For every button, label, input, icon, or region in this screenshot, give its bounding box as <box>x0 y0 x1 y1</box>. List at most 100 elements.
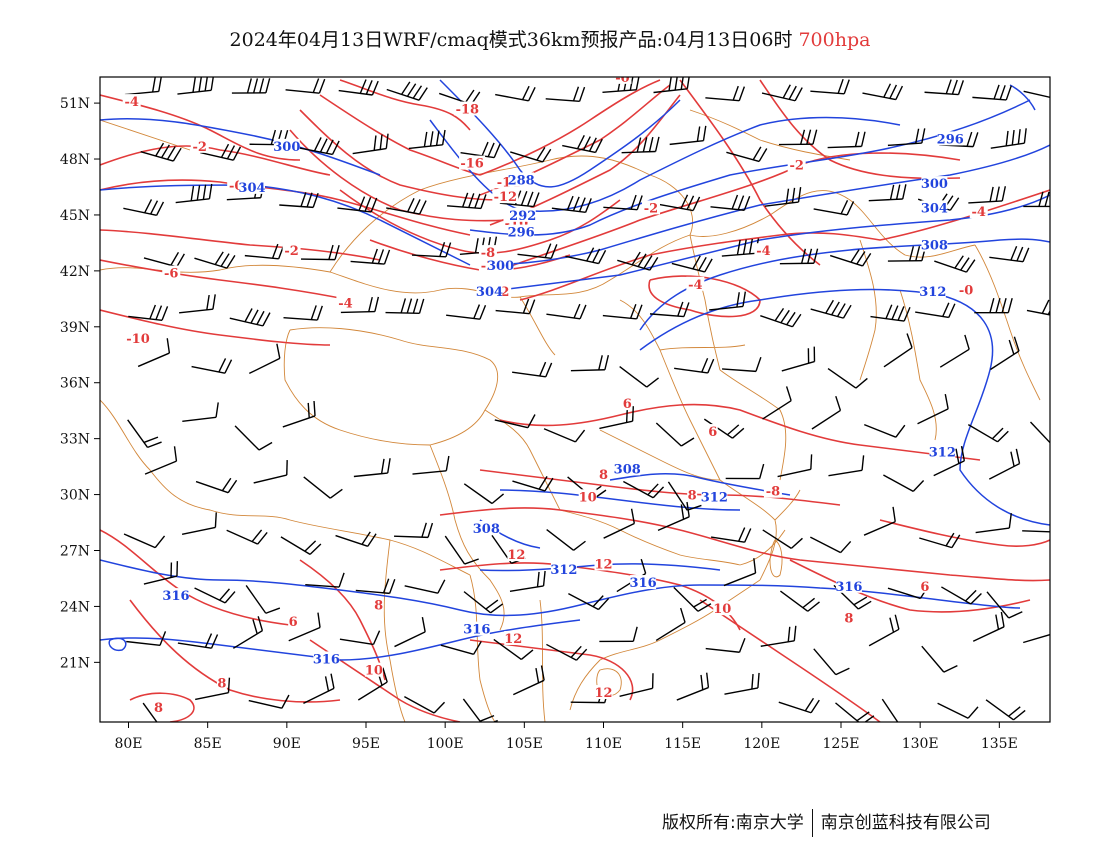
geopotential-contour-label: 308 <box>614 462 641 477</box>
wind-barb <box>394 617 426 648</box>
wind-barb <box>565 247 607 265</box>
geo-contour-288 <box>439 79 681 188</box>
lat-tick-label: 48N <box>60 152 90 168</box>
geopotential-contour-label: 300 <box>487 259 514 274</box>
wind-barb <box>339 630 381 646</box>
contour-label-bg <box>313 651 340 666</box>
temp-contour-8e <box>299 559 386 681</box>
contour-label-bg <box>594 556 613 571</box>
wind-barb <box>446 304 487 320</box>
temperature-contour-label: 8 <box>844 611 853 626</box>
contour-label-bg <box>163 588 189 603</box>
wind-barb <box>179 294 216 314</box>
wind-barb <box>868 184 907 202</box>
wind-barbs <box>123 77 1050 722</box>
temperature-contour-label: -2 <box>789 158 803 173</box>
geopotential-contour-label: 304 <box>476 285 503 300</box>
geopotential-contour-label: 316 <box>630 576 657 591</box>
wind-barb <box>762 529 803 549</box>
temperature-contour-label: 8 <box>374 598 383 613</box>
wind-barb <box>182 402 219 422</box>
geopotential-contour-label: 312 <box>929 446 956 461</box>
temp-contour-n2b <box>100 229 381 261</box>
contour-label-bg <box>630 575 657 590</box>
wind-barb <box>780 590 820 612</box>
wind-barb <box>194 587 236 604</box>
wind-barb <box>705 638 746 653</box>
wind-barb <box>229 308 271 327</box>
wind-barb <box>144 446 178 475</box>
contour-label-bg <box>843 610 854 625</box>
wind-barb <box>669 125 707 146</box>
wind-barb <box>279 192 319 209</box>
contour-label-bg <box>787 157 806 172</box>
wind-barb <box>546 303 587 320</box>
geopotential-contour-label: 296 <box>508 226 535 241</box>
latitude-axis: 51N 48N 45N 42N 39N 36N 33N 30N 27N 24N 21N <box>60 96 100 671</box>
wind-barb <box>917 394 949 425</box>
wind-barb <box>570 355 610 372</box>
wind-barb <box>988 448 1021 480</box>
wind-barb <box>778 697 820 714</box>
wind-barb <box>863 506 896 536</box>
wind-barb <box>143 561 179 585</box>
wind-barb <box>722 356 762 373</box>
wind-barb <box>137 338 171 368</box>
wind-barb <box>778 129 818 146</box>
lat-tick-label: 27N <box>60 543 90 559</box>
contour-label-bg <box>835 578 862 593</box>
wind-barb <box>828 455 865 477</box>
wind-barb <box>495 85 536 102</box>
geopotential-contour-label: 288 <box>508 173 535 188</box>
wind-barb <box>231 78 271 94</box>
wind-barb <box>671 255 713 273</box>
wind-barb <box>499 190 540 208</box>
wind-barb <box>340 296 380 314</box>
geopotential-contour-label: 304 <box>238 181 265 196</box>
wind-barb <box>127 419 162 449</box>
wind-barb <box>194 251 236 269</box>
geopotential-contour-label: 304 <box>921 201 948 216</box>
contour-label-bg <box>707 424 718 439</box>
contour-label-bg <box>598 466 609 481</box>
temperature-contour-label: 8 <box>599 468 608 483</box>
wind-barb <box>140 142 182 162</box>
wind-barb <box>864 424 906 438</box>
temp-contour-10 <box>439 507 1050 582</box>
contour-label-bg <box>921 237 948 252</box>
lat-tick-label: 33N <box>60 432 90 448</box>
wind-barb <box>494 414 536 429</box>
wind-barb <box>444 535 479 565</box>
wind-barb <box>245 585 281 614</box>
wind-barb <box>883 474 925 492</box>
chart-title: 2024年04月13日WRF/cmaq模式36km预报产品:04月13日06时 7… <box>0 25 1100 52</box>
wind-barb <box>337 196 378 213</box>
geopotential-contour-label: 316 <box>313 652 340 667</box>
wind-barb <box>810 78 850 95</box>
temperature-contour-label: 10 <box>713 602 731 617</box>
geopotential-contour-label: 316 <box>835 580 862 595</box>
wind-barb <box>495 298 536 315</box>
geopotential-contour-label: 308 <box>473 522 500 537</box>
geopotential-contour-label: 300 <box>921 177 948 192</box>
temperature-contour-label: -4 <box>688 278 702 293</box>
wind-barb <box>123 533 166 549</box>
temperature-contour-label: -4 <box>756 244 770 259</box>
wind-barb <box>355 578 396 595</box>
temp-contour-12 <box>439 562 741 631</box>
contour-label-bg <box>919 284 946 299</box>
temperature-contour-label: 8 <box>688 488 697 503</box>
contour-label-bg <box>919 578 930 593</box>
wind-barb <box>726 146 768 163</box>
contour-label-bg <box>216 675 227 690</box>
temp-contour-nN4 <box>499 152 961 271</box>
contour-label-bg <box>454 101 481 116</box>
wind-barb <box>939 334 970 368</box>
wind-barb <box>301 244 340 261</box>
footer-separator <box>811 809 813 837</box>
lat-tick-label: 30N <box>60 488 90 504</box>
wind-barb <box>226 529 268 545</box>
temperature-contour-label: 12 <box>504 632 522 647</box>
wind-barb <box>990 336 1020 371</box>
